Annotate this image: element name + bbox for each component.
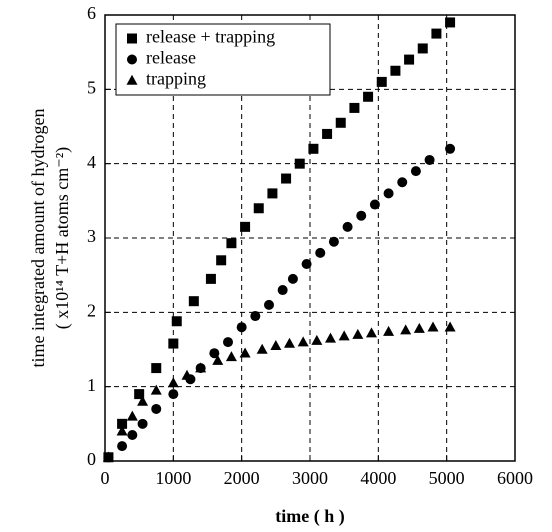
point	[240, 221, 251, 232]
point	[301, 259, 312, 270]
point	[431, 28, 442, 39]
y-tick-label: 2	[87, 300, 96, 320]
y-tick-label: 4	[87, 152, 96, 172]
point	[366, 327, 377, 338]
point	[168, 389, 179, 400]
point	[335, 117, 346, 128]
point	[404, 54, 415, 65]
point	[281, 173, 292, 184]
legend-label: release	[146, 48, 196, 68]
point	[264, 299, 274, 310]
point	[151, 363, 162, 374]
point	[150, 384, 162, 395]
point	[417, 43, 428, 54]
legend-marker	[126, 74, 138, 85]
point	[400, 324, 412, 335]
point	[342, 221, 353, 232]
point	[322, 128, 333, 139]
point	[137, 395, 149, 406]
x-tick-label: 3000	[292, 468, 328, 488]
point	[256, 343, 268, 354]
point	[267, 188, 278, 199]
point	[369, 199, 380, 210]
point	[225, 351, 237, 362]
x-axis-label: time ( h )	[275, 506, 344, 527]
point	[188, 296, 199, 307]
point	[277, 285, 288, 296]
point	[239, 347, 251, 358]
point	[117, 441, 128, 452]
point	[250, 311, 261, 322]
legend-label: trapping	[146, 69, 206, 89]
plot-frame	[104, 14, 516, 462]
point	[352, 328, 364, 339]
point	[205, 273, 216, 284]
point	[325, 332, 336, 343]
y-axis-label: time integrated amount of hydrogen	[28, 109, 48, 368]
point	[195, 362, 207, 373]
point	[308, 143, 319, 154]
point	[390, 65, 401, 76]
point	[226, 238, 237, 249]
point	[376, 76, 387, 87]
x-tick-label: 4000	[360, 468, 396, 488]
point	[445, 143, 456, 154]
point	[363, 91, 374, 102]
y-tick-label: 3	[87, 226, 96, 246]
point	[134, 389, 145, 400]
y-tick-label: 6	[87, 3, 96, 23]
point	[328, 236, 339, 247]
point	[181, 369, 193, 380]
x-tick-label: 6000	[497, 468, 533, 488]
y-tick-label: 0	[87, 449, 96, 469]
point	[151, 403, 162, 414]
point	[424, 154, 435, 165]
point	[167, 377, 179, 388]
point	[444, 321, 456, 332]
point	[253, 203, 264, 214]
point	[338, 330, 350, 341]
y-tick-label: 1	[87, 375, 96, 395]
point	[427, 321, 439, 332]
point	[127, 429, 138, 440]
point	[102, 451, 114, 462]
point	[126, 410, 138, 421]
point	[117, 418, 128, 429]
point	[410, 166, 421, 177]
point	[137, 418, 148, 429]
point	[236, 322, 247, 333]
point	[349, 102, 360, 113]
point	[315, 247, 326, 258]
legend-box	[115, 23, 331, 96]
x-tick-label: 1000	[155, 468, 191, 488]
point	[168, 338, 179, 349]
point	[209, 348, 220, 359]
point	[270, 340, 282, 351]
point	[216, 255, 227, 266]
x-tick-label: 5000	[429, 468, 465, 488]
legend-marker	[127, 54, 137, 65]
point	[171, 316, 182, 327]
point	[294, 158, 305, 169]
point	[297, 336, 309, 347]
point	[445, 17, 456, 28]
point	[356, 210, 367, 221]
point	[284, 337, 295, 348]
y-tick-label: 5	[87, 77, 96, 97]
x-tick-label: 0	[101, 468, 110, 488]
point	[311, 334, 323, 345]
point	[116, 425, 128, 436]
point	[212, 354, 224, 365]
legend-marker	[127, 33, 137, 44]
point	[383, 325, 395, 336]
point	[383, 188, 394, 199]
point	[223, 337, 233, 348]
point	[413, 322, 425, 333]
x-tick-label: 2000	[224, 468, 260, 488]
legend-label: release + trapping	[146, 27, 275, 47]
point	[397, 177, 408, 188]
point	[287, 273, 298, 284]
y-axis-label: ( x10¹⁴ T+H atoms cm⁻²)	[52, 147, 73, 329]
